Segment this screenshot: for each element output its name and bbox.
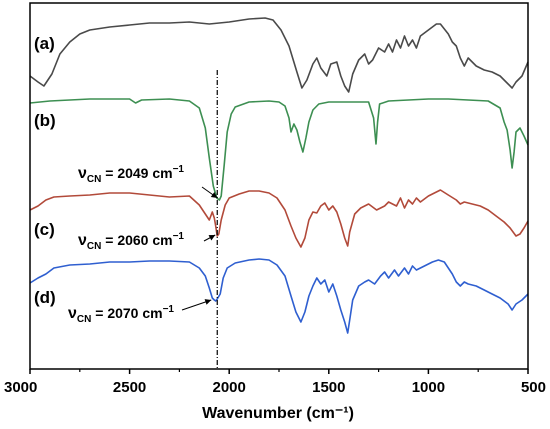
annotation-sup-d: −1 [163,304,175,315]
series-line-3 [29,189,529,248]
series-line-4 [29,258,529,334]
x-tick-label: 1000 [412,379,445,396]
x-axis: 3000 2500 2000 1500 1000 500 [4,369,546,396]
x-tick-label: 500 [521,379,546,396]
spectra [29,17,529,334]
annotation-subscript-d: CN [77,314,91,325]
annotation-subscript-b: CN [87,174,101,185]
x-tick-label: 3000 [4,379,37,396]
x-tick-label: 2000 [213,379,246,396]
annotation-label-d: νCN = 2070 cm−1 [68,304,174,325]
panel-label-a: (a) [34,34,55,53]
series-line-1 [29,17,529,93]
annotation-sup-c: −1 [173,231,185,242]
panel-label-b: (b) [34,111,56,130]
annotation-symbol-b: ν [78,165,87,182]
x-tick-label: 2500 [113,379,146,396]
annotation-sup-b: −1 [173,164,185,175]
annotation-subscript-c: CN [87,241,101,252]
annotation-arrowhead-1 [210,192,218,198]
annotation-arrowhead-3 [204,299,212,305]
annotation-text-d: = 2070 cm [91,305,162,321]
annotation-arrowhead-2 [208,235,216,241]
annotation-arrows [181,186,218,311]
annotation-text-c: = 2060 cm [101,232,172,248]
x-axis-title: Wavenumber (cm⁻¹) [202,405,354,422]
x-tick-label: 1500 [312,379,345,396]
annotation-text-b: = 2049 cm [101,165,172,181]
annotation-symbol-d: ν [68,305,77,322]
panel-label-c: (c) [34,220,55,239]
annotation-symbol-c: ν [78,232,87,249]
panel-label-d: (d) [34,288,56,307]
series-line-2 [29,98,529,201]
annotation-label-b: νCN = 2049 cm−1 [78,164,184,185]
annotation-label-c: νCN = 2060 cm−1 [78,231,184,252]
